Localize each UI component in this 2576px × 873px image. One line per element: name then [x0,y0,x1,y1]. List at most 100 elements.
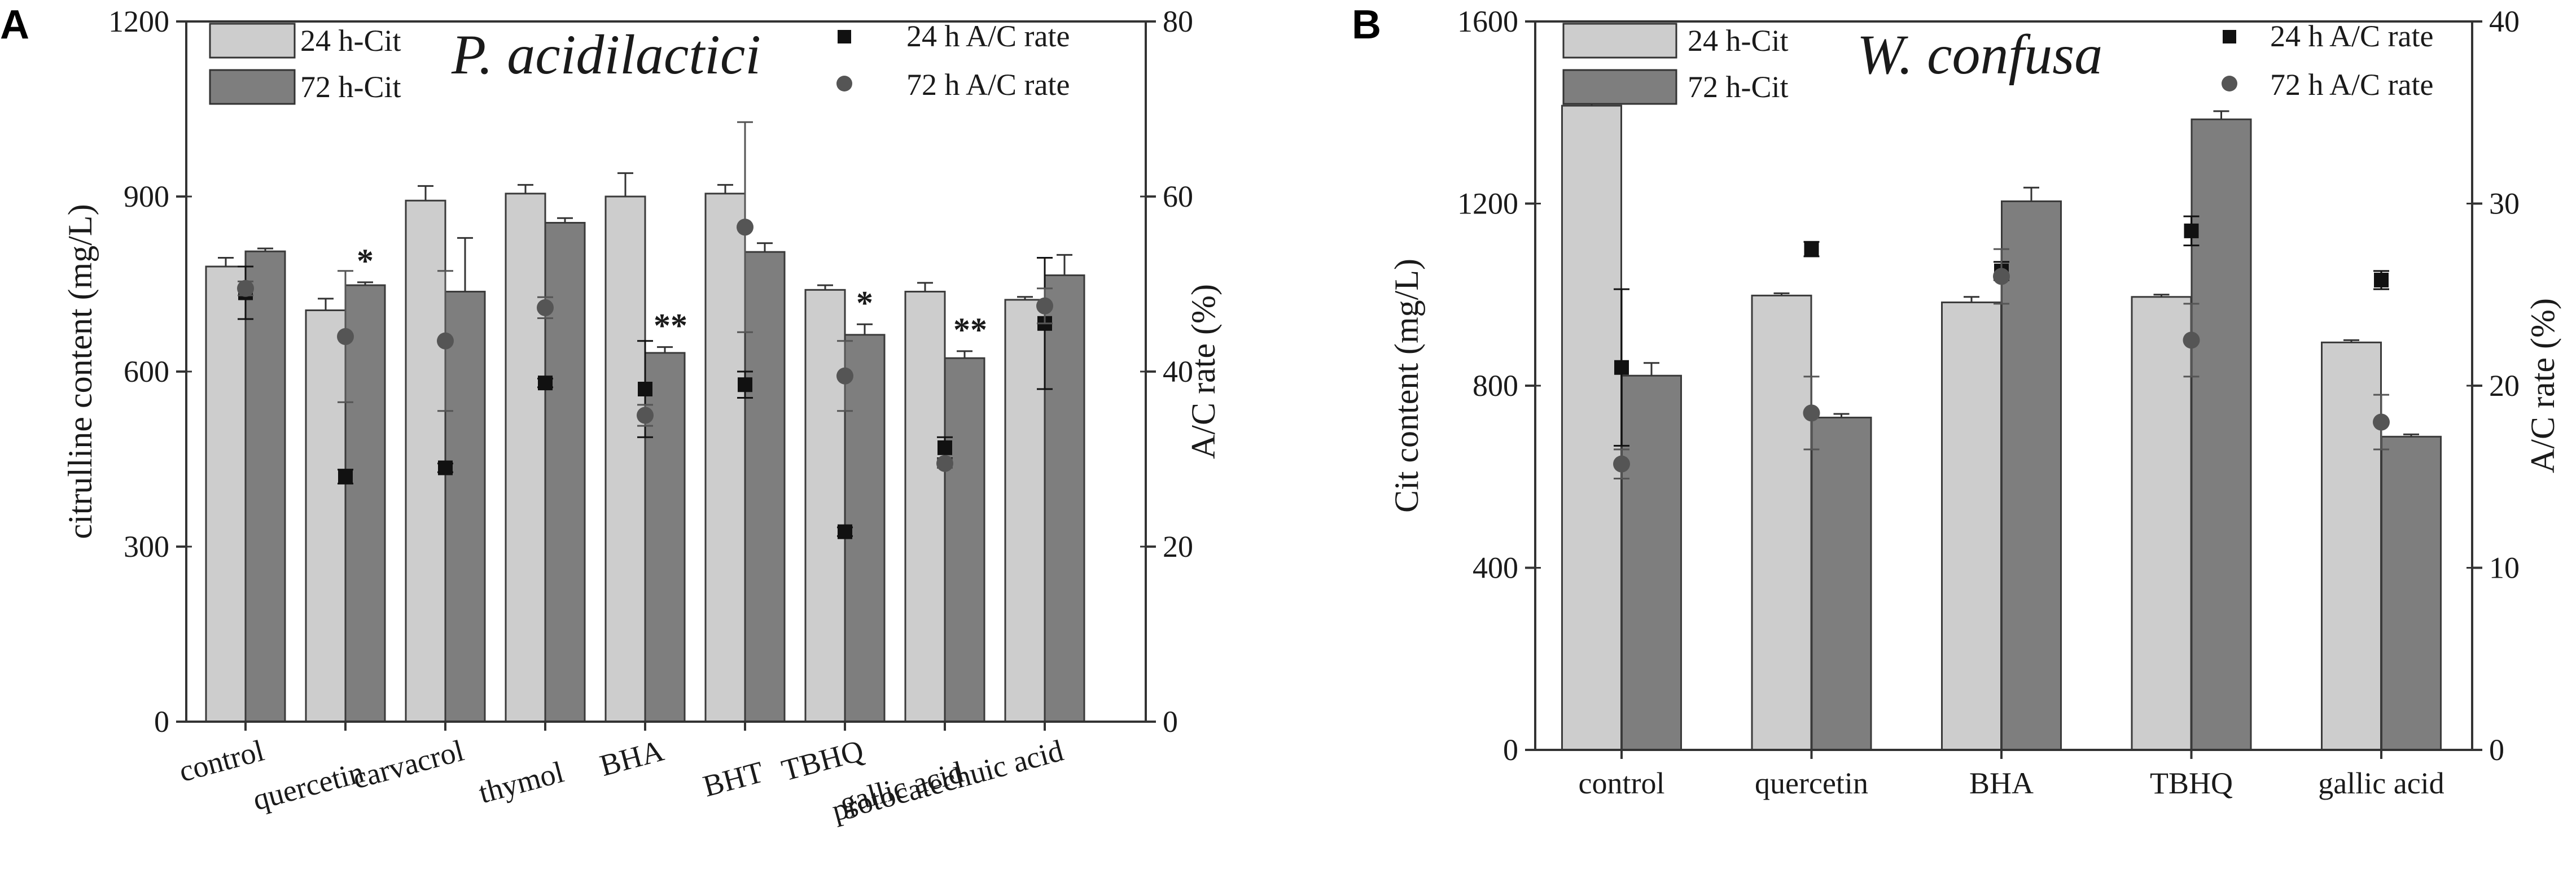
y2-tick-label: 0 [1163,705,1178,739]
panel-b-legend: 24 h-Cit 72 h-Cit 24 h A/C rate 72 h A/C… [1562,19,2433,105]
bar-24-h-cit-protocatechuic-acid [1004,299,1046,723]
point-24-h-a-c-rate-tbhq [838,524,852,539]
bar-72-h-cit-bha [644,352,686,723]
y2-tick-label: 10 [2489,551,2520,585]
significance-marker: ** [654,307,687,344]
bar-24-h-cit-thymol [505,193,546,723]
bar-72-h-cit-bha [2001,200,2062,751]
x-tick-label-bha: BHA [1969,766,2034,800]
point-72-h-a-c-rate-tbhq [836,367,853,385]
bar-72-h-cit-control [1621,374,1682,751]
bar-24-h-cit-gallic-acid [904,290,946,723]
bar-72-h-cit-quercetin [344,284,386,723]
y-tick-label: 800 [1473,369,1518,403]
bar-24-h-cit-control [205,265,247,723]
panel-b-plot-area: 0 400 800 1200 1600 0 10 20 30 40 control quercet… [1457,5,2520,800]
legend-label-72h-cit: 72 h-Cit [300,70,401,104]
bar-72-h-cit-gallic-acid [2381,435,2442,751]
panel-b-label: B [1352,2,1381,47]
point-72-h-a-c-rate-control [1613,455,1630,473]
panel-b: B 0 400 800 1200 1600 0 10 20 30 40 control querc… [1352,2,2561,800]
point-24-h-a-c-rate-quercetin [338,469,353,484]
panel-a-label: A [0,2,29,47]
legend-marker-72h-rate [2222,76,2237,91]
y-tick-label: 300 [124,530,169,564]
bar-24-h-cit-control [1561,104,1622,751]
significance-marker: * [856,284,873,321]
x-tick-label-quercetin: quercetin [1755,766,1868,800]
point-24-h-a-c-rate-carvacrol [438,460,453,475]
y-tick-label: 900 [124,180,169,213]
y2-tick-label: 20 [1163,530,1193,564]
point-72-h-a-c-rate-thymol [537,299,554,316]
point-24-h-a-c-rate-thymol [538,376,553,391]
x-tick-label-control: control [176,734,268,789]
point-72-h-a-c-rate-protocatechuic-acid [1036,297,1053,315]
x-tick-label-bht: BHT [699,755,767,804]
panel-a-title: P. acidilactici [451,23,761,86]
legend-label-24h-cit: 24 h-Cit [300,24,401,58]
point-72-h-a-c-rate-carvacrol [437,332,454,350]
x-tick-label-tbhq: TBHQ [778,734,868,788]
legend-marker-72h-rate [836,76,852,91]
panel-b-title: W. confusa [1857,23,2102,86]
panel-a-y2-axis-label: A/C rate (%) [1185,284,1222,459]
legend-swatch-72h-cit [1562,69,1677,105]
y2-tick-label: 30 [2489,187,2520,221]
point-72-h-a-c-rate-gallic-acid [936,455,953,472]
bar-72-h-cit-quercetin [1811,416,1872,751]
panel-a-legend: 24 h-Cit 72 h-Cit 24 h A/C rate 72 h A/C… [209,19,1070,105]
x-tick-label-gallic-acid: gallic acid [2318,766,2444,800]
bar-24-h-cit-bha [1941,301,2002,751]
point-24-h-a-c-rate-bht [738,377,752,392]
point-72-h-a-c-rate-quercetin [337,328,354,345]
legend-swatch-24h-cit [209,23,296,59]
legend-label-24h-cit: 24 h-Cit [1688,24,1789,58]
point-72-h-a-c-rate-tbhq [2183,331,2200,349]
legend-marker-24h-rate [2223,30,2236,43]
legend-label-72h-rate: 72 h A/C rate [2270,68,2433,102]
bar-24-h-cit-bht [704,193,746,723]
x-tick-label-tbhq: TBHQ [2150,766,2233,800]
x-tick-label-carvacrol: carvacrol [349,734,468,796]
legend-marker-24h-rate [838,30,851,43]
y2-tick-label: 40 [1163,355,1193,389]
y2-tick-label: 40 [2489,5,2520,38]
bar-72-h-cit-bht [744,251,786,723]
panel-a-y-axis-label: citrulline content (mg/L) [62,204,99,539]
x-tick-label-control: control [1579,766,1665,800]
bar-24-h-cit-tbhq [2131,296,2192,751]
y-tick-label: 1600 [1457,5,1518,38]
bar-72-h-cit-control [244,250,286,723]
y-tick-label: 600 [124,355,169,389]
x-tick-label-thymol: thymol [475,755,567,810]
legend-label-24h-rate: 24 h A/C rate [2270,19,2433,53]
legend-label-72h-cit: 72 h-Cit [1688,70,1789,104]
y2-tick-label: 60 [1163,180,1193,213]
point-72-h-a-c-rate-bha [637,407,654,424]
point-24-h-a-c-rate-quercetin [1804,242,1819,257]
bar-24-h-cit-quercetin [1751,294,1812,751]
y2-tick-label: 0 [2489,733,2504,767]
y-tick-label: 0 [154,705,169,739]
point-24-h-a-c-rate-bha [638,382,652,396]
significance-marker: * [357,242,374,280]
bar-24-h-cit-tbhq [804,289,846,723]
point-24-h-a-c-rate-control [1614,360,1629,375]
bar-72-h-cit-protocatechuic-acid [1044,274,1085,723]
point-24-h-a-c-rate-tbhq [2184,223,2199,238]
legend-swatch-24h-cit [1562,23,1677,59]
x-tick-label-bha: BHA [596,734,667,783]
bar-72-h-cit-gallic-acid [944,357,985,723]
y-tick-label: 400 [1473,551,1518,585]
bar-24-h-cit-quercetin [305,309,347,723]
y-tick-label: 0 [1503,733,1518,767]
y-tick-label: 1200 [108,5,169,38]
bar-72-h-cit-tbhq [2191,118,2252,751]
bar-72-h-cit-carvacrol [444,290,486,723]
bar-24-h-cit-gallic-acid [2321,341,2382,751]
point-72-h-a-c-rate-quercetin [1803,404,1820,422]
panel-b-y2-axis-label: A/C rate (%) [2524,298,2561,473]
